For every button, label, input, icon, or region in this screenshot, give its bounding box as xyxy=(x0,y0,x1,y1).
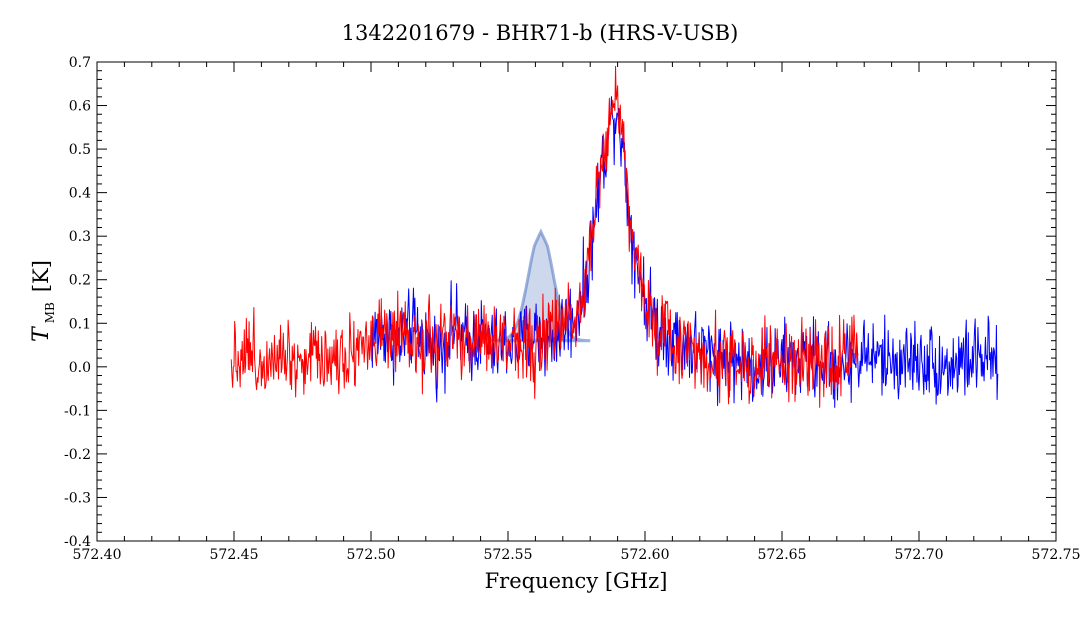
y-tick-label: 0.0 xyxy=(69,360,91,376)
y-tick-label: 0.3 xyxy=(69,229,91,245)
chart-title: 1342201679 - BHR71-b (HRS-V-USB) xyxy=(342,21,739,45)
plot-frame xyxy=(96,61,1057,542)
plot-area xyxy=(96,61,1057,542)
x-tick-label: 572.60 xyxy=(621,547,670,563)
y-tick-label: 0.2 xyxy=(69,273,91,289)
y-tick-label: -0.3 xyxy=(64,490,91,506)
spectrum-series-2 xyxy=(230,65,859,408)
y-axis-label-unit: [K] xyxy=(29,260,53,292)
y-axis-label-main: T xyxy=(29,325,54,342)
y-axis-label-subscript: MB xyxy=(43,302,57,323)
x-tick-label: 572.45 xyxy=(210,547,259,563)
x-tick-label: 572.70 xyxy=(895,547,944,563)
spectrum-series-1 xyxy=(370,96,999,408)
y-tick-label: 0.5 xyxy=(69,142,91,158)
ticks-layer: 572.40 572.45 572.50 572.55 572.60 572.65 572.… xyxy=(64,55,1080,563)
y-tick-label: 0.4 xyxy=(69,186,91,202)
x-tick-label: 572.65 xyxy=(758,547,807,563)
y-tick-label: -0.2 xyxy=(64,447,91,463)
x-tick-label: 572.55 xyxy=(484,547,533,563)
y-tick-label: 0.7 xyxy=(69,55,91,71)
svg-text:T MB [K]: T MB [K] xyxy=(29,260,58,342)
y-tick-label: -0.4 xyxy=(64,534,91,550)
y-axis-label: T MB [K] xyxy=(29,260,58,342)
x-tick-label: 572.40 xyxy=(73,547,122,563)
x-tick-label: 572.75 xyxy=(1032,547,1080,563)
x-axis-label: Frequency [GHz] xyxy=(485,569,668,593)
y-tick-label: -0.1 xyxy=(64,403,91,419)
x-tick-label: 572.50 xyxy=(347,547,396,563)
series-layer xyxy=(230,65,999,408)
y-tick-label: 0.6 xyxy=(69,99,91,115)
y-tick-label: 0.1 xyxy=(69,316,91,332)
